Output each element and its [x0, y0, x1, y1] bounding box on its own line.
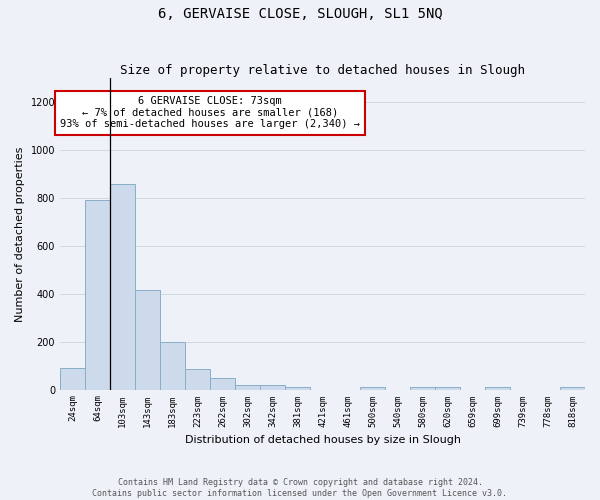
- Bar: [110, 184, 135, 390]
- Bar: [485, 387, 510, 390]
- Bar: [235, 385, 260, 390]
- Bar: [135, 290, 160, 390]
- Bar: [360, 387, 385, 390]
- Text: Contains HM Land Registry data © Crown copyright and database right 2024.
Contai: Contains HM Land Registry data © Crown c…: [92, 478, 508, 498]
- Bar: [85, 200, 110, 390]
- X-axis label: Distribution of detached houses by size in Slough: Distribution of detached houses by size …: [185, 435, 461, 445]
- Bar: [260, 385, 285, 390]
- Title: Size of property relative to detached houses in Slough: Size of property relative to detached ho…: [120, 64, 525, 77]
- Y-axis label: Number of detached properties: Number of detached properties: [15, 146, 25, 322]
- Bar: [160, 342, 185, 390]
- Bar: [560, 387, 585, 390]
- Bar: [410, 387, 435, 390]
- Text: 6, GERVAISE CLOSE, SLOUGH, SL1 5NQ: 6, GERVAISE CLOSE, SLOUGH, SL1 5NQ: [158, 8, 442, 22]
- Bar: [285, 387, 310, 390]
- Text: 6 GERVAISE CLOSE: 73sqm
← 7% of detached houses are smaller (168)
93% of semi-de: 6 GERVAISE CLOSE: 73sqm ← 7% of detached…: [60, 96, 360, 130]
- Bar: [185, 369, 210, 390]
- Bar: [435, 387, 460, 390]
- Bar: [60, 368, 85, 390]
- Bar: [210, 378, 235, 390]
